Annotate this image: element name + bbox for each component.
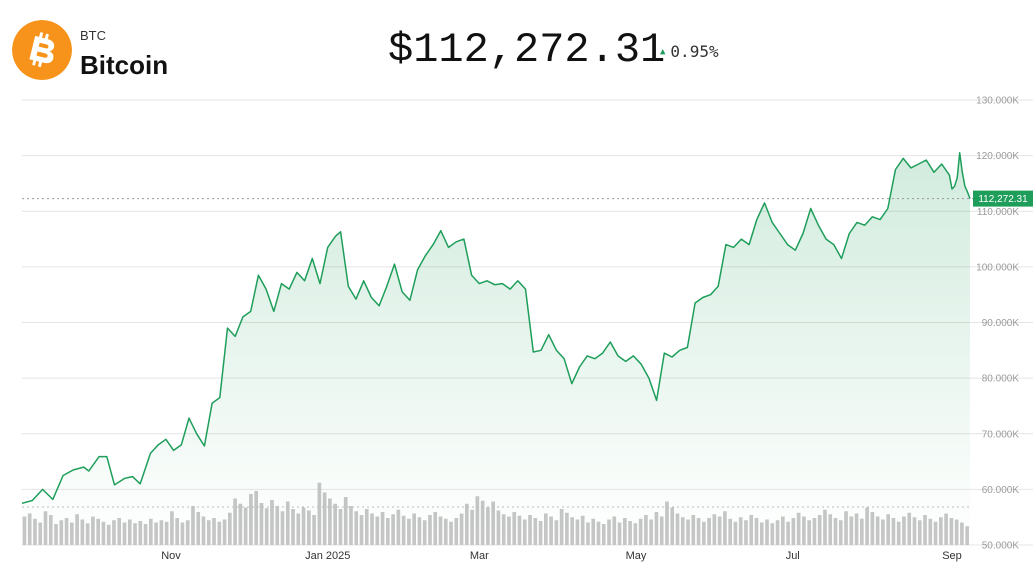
x-tick-label: Jul bbox=[786, 550, 800, 562]
price-change: ▲ 0.95% bbox=[660, 42, 719, 61]
asset-ticker: BTC bbox=[80, 28, 106, 43]
x-tick-label: Jan 2025 bbox=[305, 550, 350, 562]
y-tick-label: 100.000K bbox=[976, 262, 1019, 273]
y-tick-label: 60.000K bbox=[982, 485, 1020, 496]
asset-header: BTC Bitcoin $112,272.31 ▲ 0.95% bbox=[0, 0, 1033, 92]
x-tick-label: Mar bbox=[470, 550, 489, 562]
x-tick-label: May bbox=[626, 550, 647, 562]
x-axis-labels: Nov Jan 2025 Mar May Jul Sep bbox=[161, 550, 962, 562]
asset-name: Bitcoin bbox=[80, 50, 169, 80]
last-price-label: 112,272.31 bbox=[978, 194, 1028, 205]
price-line bbox=[21, 152, 971, 505]
y-tick-label: 120.000K bbox=[976, 151, 1019, 162]
y-tick-label: 50.000K bbox=[982, 541, 1020, 552]
y-tick-label: 70.000K bbox=[982, 429, 1020, 440]
y-tick-label: 80.000K bbox=[982, 374, 1020, 385]
last-price-marker: 112,272.31 bbox=[22, 190, 1033, 207]
y-tick-label: 90.000K bbox=[982, 318, 1020, 329]
price-change-value: 0.95% bbox=[670, 42, 719, 61]
current-price: $112,272.31 bbox=[388, 26, 666, 74]
y-tick-label: 130.000K bbox=[976, 96, 1019, 107]
price-area-fill bbox=[22, 152, 970, 546]
y-tick-label: 110.000K bbox=[977, 207, 1019, 218]
x-tick-label: Sep bbox=[942, 550, 962, 562]
up-arrow-icon: ▲ bbox=[660, 47, 666, 57]
bitcoin-logo-icon bbox=[12, 20, 72, 80]
y-axis-labels: 130.000K 120.000K 110.000K 100.000K 90.000K 8… bbox=[976, 96, 1019, 552]
x-tick-label: Nov bbox=[161, 550, 181, 562]
last-price-badge bbox=[973, 190, 1033, 207]
